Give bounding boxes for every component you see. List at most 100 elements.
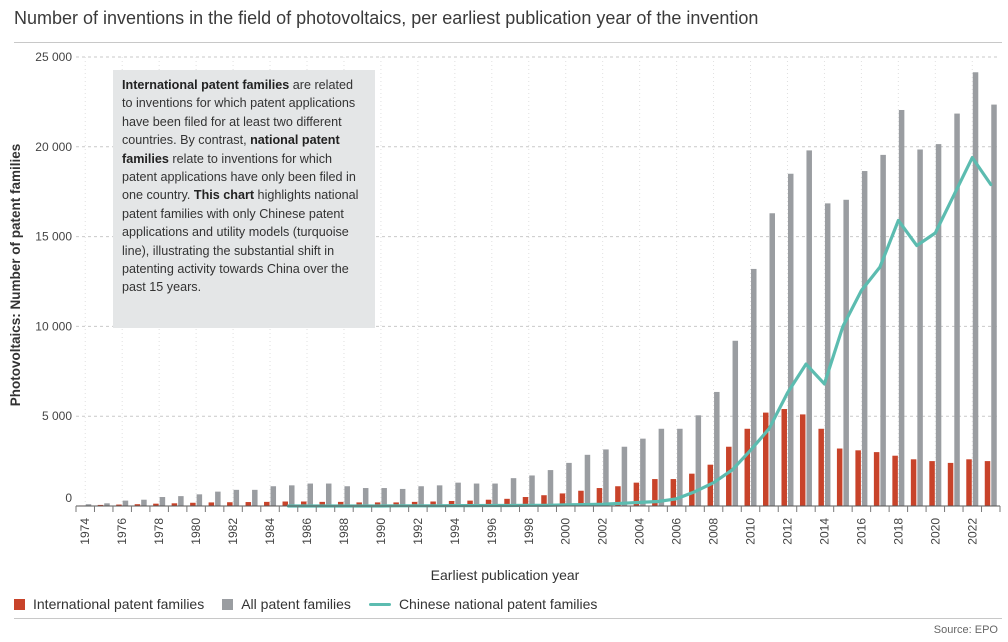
bar-international [97,504,104,506]
y-axis-title: Photovoltaics: Number of patent families [8,144,23,407]
axis-labels: 0 5 000 10 000 15 000 20 000 25 000 1974 1976 19… [8,50,979,583]
bar-international [264,501,270,506]
x-tick-label: 1990 [374,518,388,545]
bar-all [640,438,646,506]
bottom-rule [14,618,1002,619]
x-tick-label: 1998 [522,518,536,545]
bar-international [116,504,122,506]
bar-international [929,461,935,506]
bar-all [455,482,461,506]
bar-all [473,483,480,506]
bar-all [436,485,443,506]
bar-all [196,494,203,506]
bars [79,72,997,507]
x-tick-label: 1974 [78,518,92,545]
x-tick-label: 2012 [780,518,794,545]
legend-item-chinese: Chinese national patent families [368,596,598,612]
bar-all [492,483,498,506]
bar-all [584,454,591,506]
explanatory-note: International patent families are relate… [113,70,375,328]
bar-all [418,486,424,506]
bar-international [670,479,677,506]
bar-international [134,504,141,506]
bar-all [529,475,535,506]
bar-international [448,500,455,506]
x-tick-label: 2014 [817,518,831,545]
chart-title: Number of inventions in the field of pho… [14,8,759,28]
bar-all [325,483,332,506]
bar-all [104,503,110,506]
bar-all [843,199,849,507]
bar-international [652,479,658,506]
bar-international [947,462,954,506]
bar-international [411,501,418,506]
bar-all [769,213,775,506]
bar-international [227,502,233,506]
legend-label-all: All patent families [241,596,351,612]
axes [75,505,1001,512]
y-tick-label: 0 [65,491,72,505]
grid-lines [76,56,1000,506]
bar-international [522,497,529,506]
x-tick-label: 1988 [337,518,351,545]
note-text-1: are related to inventions for which pate… [122,78,356,148]
bar-all [880,154,886,506]
bar-international [744,428,751,506]
bar-international [208,502,215,506]
bar-all [695,415,702,506]
bar-all [972,72,979,507]
x-axis-title: Earliest publication year [431,567,580,583]
legend-swatch-international [14,598,25,610]
bar-international [873,452,880,506]
y-tick-label: 15 000 [35,230,72,244]
x-tick-label: 1976 [115,518,129,545]
x-tick-label: 2020 [928,518,942,545]
y-tick-label: 20 000 [35,140,72,154]
bar-all [289,485,295,506]
x-tick-label: 1984 [263,518,277,545]
legend-swatch-all [222,598,234,610]
bar-all [399,488,406,506]
bar-all [898,109,905,507]
bar-all [270,486,277,506]
y-tick-label: 10 000 [35,319,72,333]
bar-all [621,446,628,506]
bar-all [547,470,554,506]
bar-all [85,504,92,506]
legend-label-chinese: Chinese national patent families [398,596,598,612]
bar-all [141,499,147,506]
x-tick-label: 2022 [965,518,979,545]
x-tick-label: 1996 [485,518,499,545]
bar-international [726,446,732,506]
bar-international [799,414,806,506]
bar-international [910,459,917,506]
bar-all [215,491,221,506]
bar-international [633,482,640,506]
bar-international [430,501,436,506]
bar-international [485,499,492,506]
x-tick-label: 2002 [596,518,610,545]
bar-all [714,391,720,506]
bar-international [966,459,972,506]
bar-all [806,150,812,506]
bar-international [190,502,196,506]
bar-international [356,502,362,506]
bar-international [984,461,991,506]
bar-all [307,483,313,506]
legend-swatch-chinese [368,602,391,606]
note-text-3: highlights national patent families with… [122,188,359,295]
bar-international [467,500,473,506]
x-tick-label: 2004 [633,518,647,545]
x-tick-label: 1994 [448,518,462,545]
x-tick-label: 2010 [744,518,758,545]
bar-all [178,496,184,506]
source-note: Source: EPO [933,624,998,636]
legend-item-all: All patent families [222,596,351,612]
bar-international [855,450,861,506]
x-tick-label: 2008 [707,518,721,545]
bar-all [935,144,942,506]
x-tick-label: 1986 [300,518,314,545]
bar-international [393,502,399,506]
bar-all [159,497,166,506]
bar-international [578,490,584,506]
